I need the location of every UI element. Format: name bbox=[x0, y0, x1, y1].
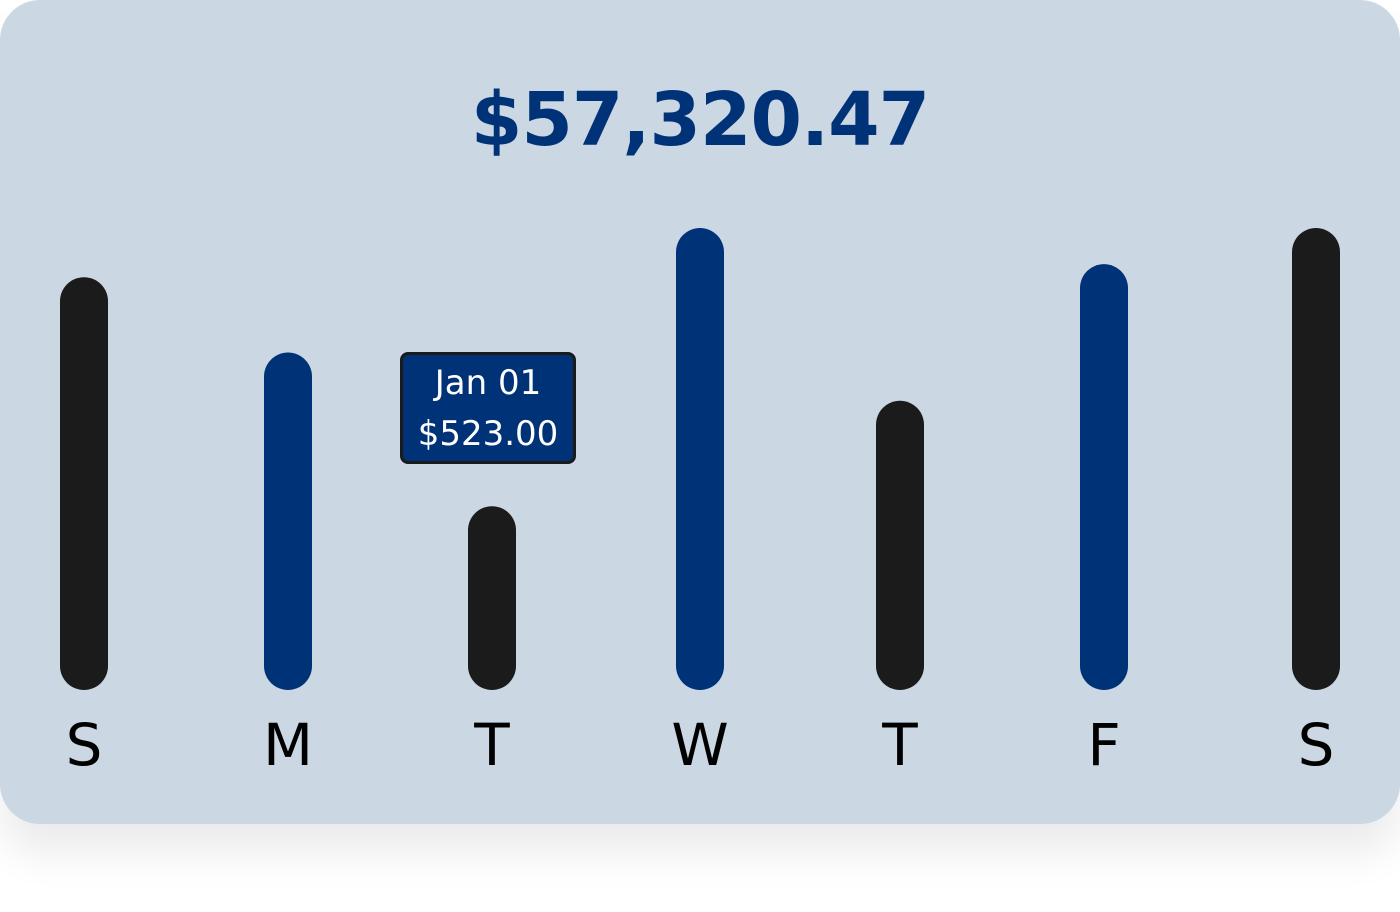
day-label-6: S bbox=[1298, 711, 1335, 779]
bar-3[interactable] bbox=[676, 228, 724, 690]
day-label-2: T bbox=[473, 711, 510, 779]
day-label-0: S bbox=[66, 711, 103, 779]
day-label-4: T bbox=[881, 711, 918, 779]
bar-6[interactable] bbox=[1292, 228, 1340, 690]
day-label-1: M bbox=[263, 711, 313, 779]
bar-1[interactable] bbox=[264, 352, 312, 690]
bar-tooltip: Jan 01 $523.00 bbox=[400, 352, 576, 464]
bar-2[interactable] bbox=[468, 506, 516, 690]
total-amount: $57,320.47 bbox=[470, 77, 930, 163]
bar-4[interactable] bbox=[876, 400, 924, 690]
day-label-5: F bbox=[1087, 711, 1120, 779]
bar-0[interactable] bbox=[60, 277, 108, 690]
day-label-3: W bbox=[671, 711, 728, 779]
tooltip-amount: $523.00 bbox=[417, 414, 559, 454]
tooltip-date: Jan 01 bbox=[434, 363, 542, 403]
bar-5[interactable] bbox=[1080, 264, 1128, 690]
chart-card: $57,320.47 S M T W T F S Jan 01 $523.00 bbox=[0, 0, 1400, 824]
bars-group bbox=[60, 228, 1340, 690]
